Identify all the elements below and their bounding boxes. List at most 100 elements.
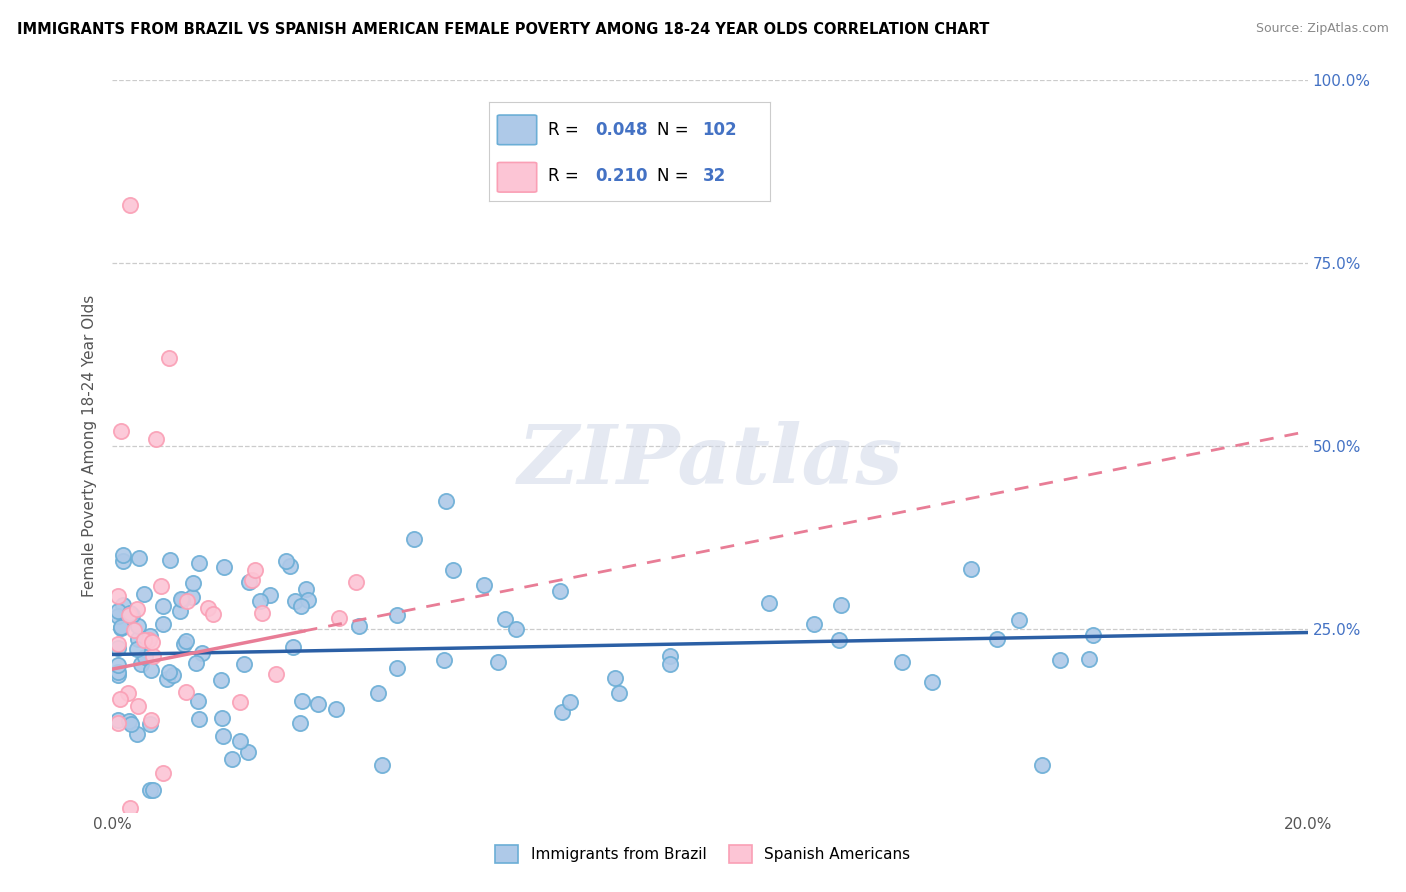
Point: [1077, 652, 1099, 666]
Point: [441, 563, 464, 577]
Text: ZIPatlas: ZIPatlas: [517, 421, 903, 500]
Point: [221, 751, 243, 765]
Point: [112, 598, 135, 612]
Point: [486, 655, 509, 669]
Point: [197, 601, 219, 615]
Point: [548, 583, 571, 598]
Point: [162, 668, 184, 682]
Point: [110, 425, 132, 439]
Point: [107, 603, 129, 617]
Point: [278, 558, 301, 573]
Point: [243, 563, 266, 577]
Point: [295, 582, 318, 596]
Point: [236, 745, 259, 759]
Point: [181, 576, 204, 591]
Point: [187, 694, 209, 708]
Point: [238, 574, 260, 589]
Point: [110, 620, 132, 634]
Point: [132, 633, 155, 648]
Point: [211, 711, 233, 725]
Point: [138, 632, 160, 647]
Point: [118, 607, 141, 622]
Point: [107, 637, 129, 651]
Point: [603, 671, 626, 685]
Point: [176, 685, 198, 699]
Text: Source: ZipAtlas.com: Source: ZipAtlas.com: [1256, 22, 1389, 36]
Point: [173, 637, 195, 651]
Point: [472, 578, 495, 592]
Point: [505, 622, 527, 636]
Point: [108, 692, 131, 706]
Point: [107, 715, 129, 730]
Point: [1081, 628, 1104, 642]
Point: [1049, 653, 1071, 667]
Point: [152, 766, 174, 780]
Point: [125, 641, 148, 656]
Point: [110, 621, 132, 635]
Point: [1031, 757, 1053, 772]
Point: [344, 575, 367, 590]
Point: [188, 556, 211, 570]
Point: [186, 657, 208, 671]
Point: [307, 697, 329, 711]
Y-axis label: Female Poverty Among 18-24 Year Olds: Female Poverty Among 18-24 Year Olds: [82, 295, 97, 597]
Point: [176, 594, 198, 608]
Point: [127, 727, 149, 741]
Point: [212, 560, 235, 574]
Point: [170, 592, 193, 607]
Point: [558, 695, 581, 709]
Point: [890, 655, 912, 669]
Point: [121, 607, 143, 622]
Point: [107, 713, 129, 727]
Point: [120, 197, 142, 211]
Point: [551, 705, 574, 719]
Point: [132, 587, 155, 601]
Point: [139, 713, 162, 727]
Point: [830, 598, 852, 612]
Point: [112, 554, 135, 568]
Point: [385, 661, 408, 675]
Point: [191, 646, 214, 660]
Point: [127, 632, 149, 646]
Point: [107, 640, 129, 655]
Point: [118, 714, 141, 728]
Point: [209, 673, 232, 687]
Point: [960, 562, 983, 576]
Point: [229, 733, 252, 747]
Point: [201, 607, 224, 621]
Point: [371, 757, 394, 772]
Point: [122, 624, 145, 638]
Point: [157, 665, 180, 679]
Point: [986, 632, 1008, 646]
Point: [120, 801, 142, 815]
Point: [107, 665, 129, 679]
Point: [128, 550, 150, 565]
Point: [129, 657, 152, 671]
Point: [169, 604, 191, 618]
Point: [328, 611, 350, 625]
Point: [107, 658, 129, 673]
Point: [187, 712, 209, 726]
Point: [828, 633, 851, 648]
Point: [139, 629, 162, 643]
Point: [402, 533, 425, 547]
Point: [259, 588, 281, 602]
Point: [211, 730, 233, 744]
Point: [803, 617, 825, 632]
Point: [609, 685, 631, 699]
Point: [433, 653, 456, 667]
Point: [159, 553, 181, 567]
Point: [120, 716, 142, 731]
Point: [658, 657, 681, 672]
Point: [152, 599, 174, 613]
Point: [1008, 614, 1031, 628]
Point: [107, 668, 129, 682]
Point: [145, 433, 167, 447]
Point: [139, 782, 162, 797]
Point: [434, 493, 457, 508]
Point: [125, 602, 148, 616]
Point: [141, 663, 163, 677]
Point: [250, 606, 273, 620]
Point: [264, 667, 287, 681]
Text: IMMIGRANTS FROM BRAZIL VS SPANISH AMERICAN FEMALE POVERTY AMONG 18-24 YEAR OLDS : IMMIGRANTS FROM BRAZIL VS SPANISH AMERIC…: [17, 22, 990, 37]
